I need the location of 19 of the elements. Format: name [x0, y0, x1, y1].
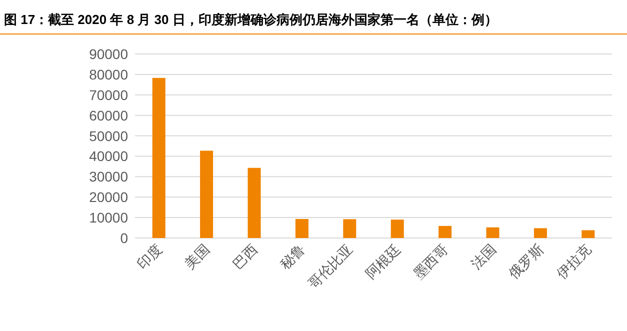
y-tick-label: 60000	[89, 107, 128, 124]
x-tick-label: 印度	[134, 240, 165, 272]
x-tick-label: 美国	[182, 240, 213, 272]
y-tick-label: 90000	[89, 46, 128, 62]
title: 图 17：截至 2020 年 8 月 30 日，印度新增确诊病例仍居海外国家第一名（单位：例）	[4, 12, 498, 27]
x-tick-label: 阿根廷	[362, 240, 404, 282]
y-tick-label: 50000	[89, 128, 128, 144]
y-tick-label: 70000	[89, 86, 128, 103]
x-tick-label: 巴西	[229, 240, 260, 272]
y-tick-label: 10000	[89, 210, 128, 226]
x-tick-label: 法国	[468, 240, 499, 272]
y-tick-label: 0	[120, 230, 128, 246]
x-tick-label: 伊拉克	[553, 240, 594, 282]
x-tick-label: 墨西哥	[410, 240, 452, 282]
x-tick-label: 俄罗斯	[506, 240, 547, 282]
y-tick-label: 30000	[89, 168, 128, 185]
y-tick-label: 80000	[89, 66, 128, 82]
y-tick-label: 40000	[89, 148, 128, 164]
y-tick-label: 20000	[89, 189, 128, 206]
